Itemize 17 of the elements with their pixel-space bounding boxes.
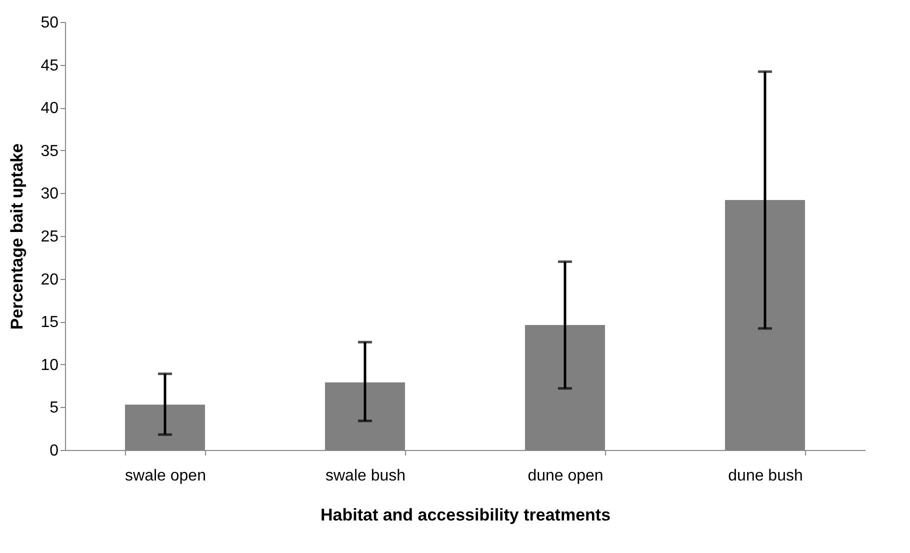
y-tick-label: 15 xyxy=(40,314,59,332)
y-tick-label: 25 xyxy=(40,228,59,246)
y-tick-label: 20 xyxy=(40,271,59,288)
x-axis-title: Habitat and accessibility treatments xyxy=(320,506,611,524)
y-tick-label: 30 xyxy=(40,186,59,203)
x-tick-label: dune bush xyxy=(728,468,803,484)
y-axis-title: Percentage bait uptake xyxy=(8,143,27,330)
y-tick-label: 35 xyxy=(40,142,59,160)
x-tick-label: swale open xyxy=(125,468,206,484)
x-tick-label: swale bush xyxy=(325,468,406,484)
y-tick-label: 40 xyxy=(40,100,59,118)
x-tick-label: dune open xyxy=(528,468,604,484)
y-tick-label: 0 xyxy=(50,442,59,460)
y-tick-label: 10 xyxy=(40,356,59,374)
y-tick-label: 45 xyxy=(40,57,59,74)
y-tick-label: 50 xyxy=(40,14,59,32)
y-tick-label: 5 xyxy=(50,400,59,417)
